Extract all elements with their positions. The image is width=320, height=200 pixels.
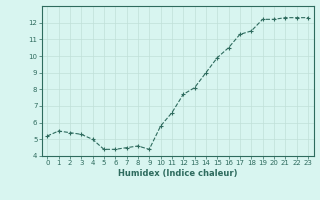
X-axis label: Humidex (Indice chaleur): Humidex (Indice chaleur) <box>118 169 237 178</box>
